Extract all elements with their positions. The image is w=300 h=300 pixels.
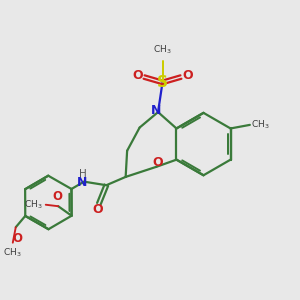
Text: O: O <box>12 232 22 245</box>
Text: O: O <box>182 69 193 82</box>
Text: CH$_3$: CH$_3$ <box>4 246 22 259</box>
Text: O: O <box>152 156 163 169</box>
Text: CH$_3$: CH$_3$ <box>23 199 42 211</box>
Text: O: O <box>52 190 63 203</box>
Text: N: N <box>77 176 88 189</box>
Text: O: O <box>132 69 143 82</box>
Text: H: H <box>79 169 86 179</box>
Text: CH$_3$: CH$_3$ <box>251 118 270 131</box>
Text: N: N <box>152 104 162 117</box>
Text: CH$_3$: CH$_3$ <box>153 43 172 56</box>
Text: O: O <box>92 203 103 216</box>
Text: S: S <box>157 75 168 90</box>
